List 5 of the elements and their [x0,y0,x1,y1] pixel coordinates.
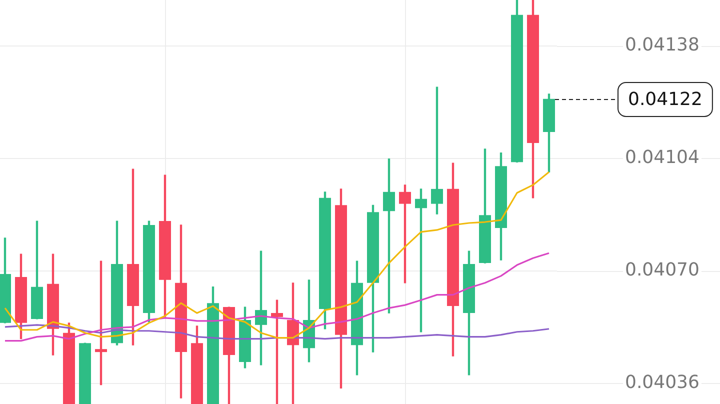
y-tick-label: 0.04036 [625,372,700,394]
y-tick-label: 0.04070 [625,260,700,281]
ref-line-label: 0.04122 [628,89,702,110]
y-tick-label: 0.04104 [625,147,700,168]
y-tick-label: 0.04138 [625,34,700,56]
